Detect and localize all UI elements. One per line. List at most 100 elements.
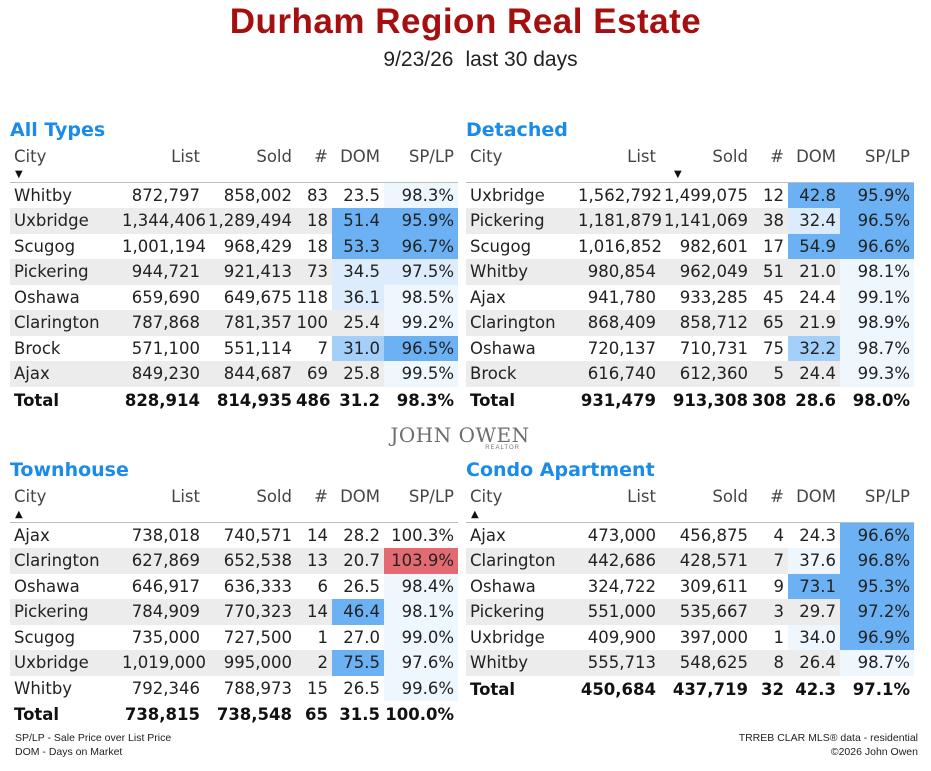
column-header-city[interactable]: City: [14, 147, 47, 166]
column-header-count[interactable]: #: [314, 487, 328, 506]
column-header-city[interactable]: City: [470, 487, 503, 506]
cell-list: 1,019,000: [122, 650, 206, 676]
cell-sold: 921,413: [204, 259, 296, 285]
column-header-count[interactable]: #: [770, 487, 784, 506]
cell-list: 787,868: [122, 310, 204, 336]
total-count: 65: [296, 701, 332, 728]
cell-list: 646,917: [131, 576, 200, 596]
panel-title: Detached: [466, 119, 568, 141]
sort-ascending-icon[interactable]: ▲: [15, 509, 23, 520]
column-header-sold[interactable]: Sold: [256, 147, 292, 166]
cell-dom: 73.1: [788, 573, 840, 599]
cell-count: 75: [763, 338, 784, 358]
column-header-list[interactable]: List: [171, 487, 200, 506]
total-list: 738,815: [122, 701, 204, 728]
cell-dom: 29.7: [788, 599, 840, 625]
cell-list: 1,016,852: [578, 236, 662, 256]
total-sold: 913,308: [660, 386, 752, 413]
cell-splp: 96.5%: [384, 335, 458, 361]
column-header-count[interactable]: #: [770, 147, 784, 166]
column-header-count[interactable]: #: [314, 147, 328, 166]
cell-sold: 727,500: [223, 627, 292, 647]
cell-count: 12: [752, 181, 788, 208]
cell-splp: 96.6%: [840, 521, 914, 548]
cell-city: Clarington: [466, 548, 578, 574]
cell-dom: 36.1: [332, 284, 384, 310]
cell-splp: 98.5%: [384, 284, 458, 310]
report-date-line: 9/23/26 last 30 days: [0, 48, 931, 72]
column-header-splp[interactable]: SP/LP: [408, 487, 454, 506]
cell-list: 1,344,406: [122, 208, 206, 234]
cell-splp: 96.9%: [840, 624, 914, 650]
table-row: Brock 616,740 612,360 5 24.4 99.3%: [466, 361, 914, 387]
total-sold: 814,935: [204, 386, 296, 413]
sort-descending-icon[interactable]: ▼: [15, 169, 23, 180]
cell-list: 868,409: [578, 310, 660, 336]
column-header-sold[interactable]: Sold: [712, 487, 748, 506]
column-header-list[interactable]: List: [627, 487, 656, 506]
cell-dom: 51.4: [332, 208, 384, 234]
cell-city: Uxbridge: [470, 627, 545, 647]
cell-count: 7: [752, 548, 788, 574]
column-header-dom[interactable]: DOM: [340, 147, 380, 166]
cell-dom: 34.5: [332, 259, 384, 285]
cell-splp: 97.5%: [384, 259, 458, 285]
stats-table: City List Sold # DOM SP/LP ▲ Ajax 738,018 740,571…: [10, 484, 458, 728]
total-splp: 97.1%: [840, 675, 914, 702]
cell-sold: 649,675: [223, 287, 292, 307]
column-header-list[interactable]: List: [171, 147, 200, 166]
column-header-splp[interactable]: SP/LP: [864, 147, 910, 166]
cell-count: 51: [752, 259, 788, 285]
total-sold: 738,548: [204, 701, 296, 728]
cell-dom: 27.0: [343, 627, 380, 647]
cell-count: 118: [296, 287, 329, 307]
column-header-city[interactable]: City: [14, 487, 47, 506]
cell-dom: 28.2: [332, 521, 384, 548]
cell-splp: 98.3%: [384, 181, 458, 208]
total-count: 32: [752, 675, 788, 702]
table-row: Clarington 868,409 858,712 65 21.9 98.9%: [466, 310, 914, 336]
column-header-city[interactable]: City: [470, 147, 503, 166]
cell-list: 551,000: [578, 599, 660, 625]
cell-city: Uxbridge: [466, 181, 578, 208]
column-header-sold[interactable]: Sold: [256, 487, 292, 506]
column-header-splp[interactable]: SP/LP: [408, 147, 454, 166]
cell-city: Oshawa: [14, 576, 80, 596]
cell-list: 849,230: [122, 361, 204, 387]
cell-sold: 858,002: [204, 181, 296, 208]
cell-dom: 34.0: [788, 624, 840, 650]
cell-splp: 99.3%: [840, 361, 914, 387]
panel-all-types: All Types City List Sold # DOM SP/LP ▼ Whitby 872…: [10, 116, 460, 413]
column-header-list[interactable]: List: [627, 147, 656, 166]
column-header-dom[interactable]: DOM: [340, 487, 380, 506]
cell-city: Whitby: [14, 678, 73, 698]
cell-list: 571,100: [131, 338, 200, 358]
cell-list: 659,690: [131, 287, 200, 307]
cell-sold: 456,875: [660, 521, 752, 548]
total-splp: 100.0%: [384, 701, 458, 728]
cell-list: 409,900: [587, 627, 656, 647]
cell-count: 83: [296, 181, 332, 208]
column-header-dom[interactable]: DOM: [796, 147, 836, 166]
total-count: 308: [752, 386, 788, 413]
cell-list: 944,721: [122, 259, 204, 285]
cell-splp: 95.9%: [840, 181, 914, 208]
report-date: 9/23/26: [383, 48, 454, 71]
cell-list: 792,346: [131, 678, 200, 698]
cell-sold: 652,538: [204, 548, 296, 574]
panel-condo-apartment: Condo Apartment City List Sold # DOM SP/LP ▲ Aja…: [466, 456, 916, 702]
cell-count: 73: [296, 259, 332, 285]
sort-ascending-icon[interactable]: ▲: [471, 509, 479, 520]
footer-legend: SP/LP - Sale Price over List Price DOM -…: [15, 731, 171, 759]
column-header-dom[interactable]: DOM: [796, 487, 836, 506]
sort-descending-icon[interactable]: ▼: [674, 169, 682, 180]
stats-table: City List Sold # DOM SP/LP ▲ Ajax 473,000 456,875…: [466, 484, 914, 702]
column-header-sold[interactable]: Sold: [712, 147, 748, 166]
cell-splp: 95.9%: [384, 208, 458, 234]
cell-splp: 96.7%: [384, 233, 458, 259]
cell-sold: 612,360: [660, 361, 752, 387]
total-dom: 28.6: [788, 386, 840, 413]
cell-list: 555,713: [578, 650, 660, 676]
cell-city: Oshawa: [14, 287, 80, 307]
column-header-splp[interactable]: SP/LP: [864, 487, 910, 506]
